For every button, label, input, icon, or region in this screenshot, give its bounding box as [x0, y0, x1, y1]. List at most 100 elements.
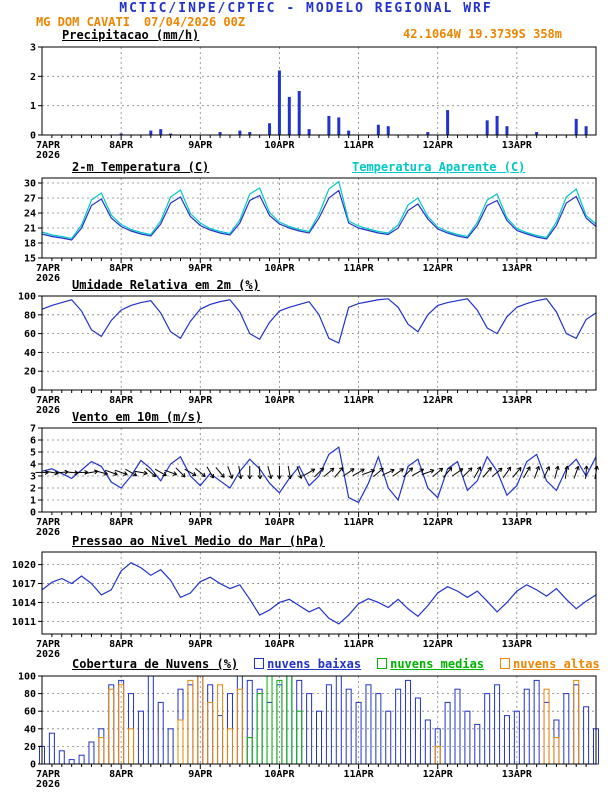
panel-title-precipitacao: Precipitacao (mm/h): [62, 28, 200, 42]
axis-label: 13APR: [502, 140, 533, 151]
axis-label: 6: [30, 436, 36, 447]
axis-label: 3: [30, 43, 36, 54]
axis-label: 40: [24, 348, 36, 359]
axis-label: 2: [30, 72, 36, 83]
axis-label: 10APR: [264, 263, 295, 274]
panel-title-temperatura: 2-m Temperatura (C): [72, 160, 210, 174]
nuvens-medias-swatch-icon: [377, 658, 388, 669]
axis-label: 21: [24, 224, 36, 235]
axis-label: 8APR: [109, 517, 134, 528]
axis-label: 11APR: [344, 517, 375, 528]
axis-label: 8APR: [109, 140, 134, 151]
axis-label: 7APR: [36, 263, 61, 274]
axis-label: 7APR: [36, 517, 61, 528]
panel-title-vento: Vento em 10m (m/s): [72, 410, 203, 424]
axis-label: 80: [24, 689, 36, 700]
axis-label: 1014: [12, 598, 36, 609]
location-info: 42.1064W 19.3739S 358m: [403, 27, 562, 41]
axis-label: 12APR: [423, 395, 454, 406]
axis-label: 1: [30, 101, 36, 112]
legend-nuvens-altas: nuvens altas: [513, 657, 600, 671]
axis-label: 10APR: [264, 639, 295, 650]
axis-label: 9APR: [188, 639, 213, 650]
axis-label: 3: [30, 472, 36, 483]
run-datetime: 07/04/2026 00Z: [143, 15, 246, 29]
axis-label: 4: [30, 460, 36, 471]
header-title: MCTIC/INPE/CPTEC - MODELO REGIONAL WRF: [119, 1, 493, 16]
axis-label: 0: [30, 386, 36, 397]
axis-label: 12APR: [423, 639, 454, 650]
axis-label: 7APR: [36, 639, 61, 650]
axis-label: 0: [30, 131, 36, 142]
station-name: MG DOM CAVATI: [36, 15, 130, 29]
axis-label: 13APR: [502, 769, 533, 780]
axis-label: 7APR: [36, 769, 61, 780]
axis-label: 10APR: [264, 517, 295, 528]
axis-label: 8APR: [109, 263, 134, 274]
axis-label: 100: [18, 292, 36, 303]
nuvens-baixas-swatch-icon: [254, 658, 265, 669]
axis-label: 20: [24, 367, 36, 378]
axis-label: 18: [24, 239, 36, 250]
axis-label: 9APR: [188, 769, 213, 780]
axis-label: 15: [24, 254, 36, 265]
apparent-temp-legend: Temperatura Aparente (C): [352, 160, 526, 174]
panel-title-pressao: Pressao ao Nivel Medio do Mar (hPa): [72, 534, 325, 548]
axis-label: 20: [24, 742, 36, 753]
axis-label: 12APR: [423, 769, 454, 780]
axis-label: 8APR: [109, 769, 134, 780]
legend-item-nuvens-medias: nuvens medias: [377, 657, 484, 671]
axis-label: 27: [24, 194, 36, 205]
axis-label: 7APR: [36, 395, 61, 406]
axis-label: 10APR: [264, 395, 295, 406]
axis-label: 7APR: [36, 140, 61, 151]
axis-label: 12APR: [423, 140, 454, 151]
axis-label: 8APR: [109, 639, 134, 650]
axis-label: 1020: [12, 560, 36, 571]
axis-label: 11APR: [344, 140, 375, 151]
axis-label: 2: [30, 484, 36, 495]
header-subtitle: MG DOM CAVATI 07/04/2026 00Z: [36, 15, 245, 29]
nuvens-altas-swatch-icon: [500, 658, 511, 669]
axis-label: 9APR: [188, 263, 213, 274]
axis-label: 13APR: [502, 263, 533, 274]
axis-label: 2026: [36, 405, 60, 416]
axis-label: 30: [24, 179, 36, 190]
axis-label: 10APR: [264, 769, 295, 780]
panel-title-nuvens-row: Cobertura de Nuvens (%) nuvens baixas nu…: [72, 657, 600, 671]
axis-label: 12APR: [423, 517, 454, 528]
axis-label: 0: [30, 760, 36, 771]
axis-label: 11APR: [344, 639, 375, 650]
axis-label: 5: [30, 448, 36, 459]
axis-label: 80: [24, 310, 36, 321]
axis-label: 2026: [36, 150, 60, 161]
axis-label: 13APR: [502, 639, 533, 650]
axis-label: 24: [24, 209, 36, 220]
axis-label: 9APR: [188, 517, 213, 528]
axis-label: 11APR: [344, 395, 375, 406]
axis-label: 2026: [36, 779, 60, 790]
axis-label: 13APR: [502, 517, 533, 528]
axis-label: 2026: [36, 273, 60, 284]
axis-label: 11APR: [344, 263, 375, 274]
legend-item-nuvens-baixas: nuvens baixas: [254, 657, 361, 671]
axis-label: 100: [18, 672, 36, 683]
axis-label: 7: [30, 424, 36, 435]
axis-label: 13APR: [502, 395, 533, 406]
panel-title-umidade: Umidade Relativa em 2m (%): [72, 278, 260, 292]
axis-label: 1011: [12, 617, 36, 628]
axis-label: 60: [24, 707, 36, 718]
axis-label: 1: [30, 496, 36, 507]
axis-label: 11APR: [344, 769, 375, 780]
legend-nuvens-medias: nuvens medias: [390, 657, 485, 671]
axis-label: 12APR: [423, 263, 454, 274]
legend-item-nuvens-altas: nuvens altas: [500, 657, 600, 671]
axis-label: 40: [24, 724, 36, 735]
